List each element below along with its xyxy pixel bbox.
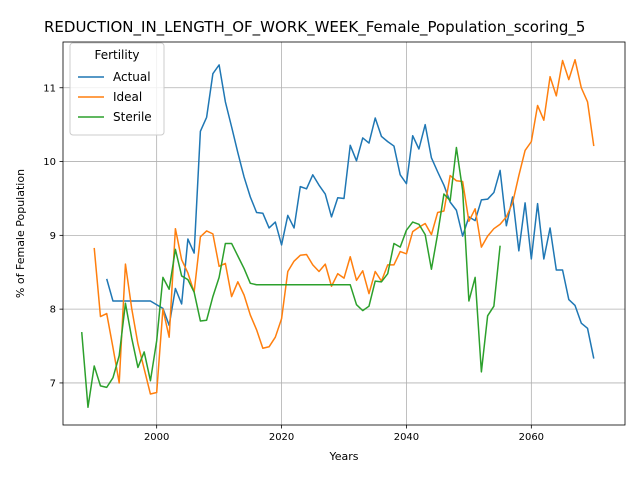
x-tick-label: 2020	[269, 432, 294, 443]
legend-label-actual: Actual	[113, 70, 151, 84]
legend-label-sterile: Sterile	[113, 110, 152, 124]
series-line-ideal	[93, 58, 595, 395]
legend-box	[69, 42, 165, 136]
legend-label-ideal: Ideal	[113, 90, 142, 104]
legend-entries: Actual Ideal Sterile	[78, 70, 152, 124]
y-axis-label: % of Female Population	[14, 169, 27, 298]
y-tick-label: 10	[43, 157, 56, 168]
y-tick-label: 11	[43, 83, 56, 94]
x-tick-label: 2060	[519, 432, 544, 443]
axis-ticks: 2000 2020 2040 2060 7 8 9 10 11	[43, 83, 544, 443]
chart-title: REDUCTION_IN_LENGTH_OF_WORK_WEEK_Female_…	[44, 18, 585, 37]
series-line-sterile	[80, 146, 501, 409]
x-tick-label: 2000	[144, 432, 169, 443]
y-tick-label: 7	[50, 378, 56, 389]
series-lines	[80, 58, 595, 409]
series-line-actual	[105, 64, 595, 359]
y-tick-label: 8	[50, 305, 56, 316]
plot-frame	[62, 41, 626, 426]
legend-title: Fertility	[94, 48, 139, 62]
legend: Fertility Actual Ideal Sterile	[69, 42, 165, 136]
x-tick-label: 2040	[394, 432, 419, 443]
x-axis-label: Years	[328, 450, 358, 463]
y-tick-label: 9	[50, 231, 56, 242]
